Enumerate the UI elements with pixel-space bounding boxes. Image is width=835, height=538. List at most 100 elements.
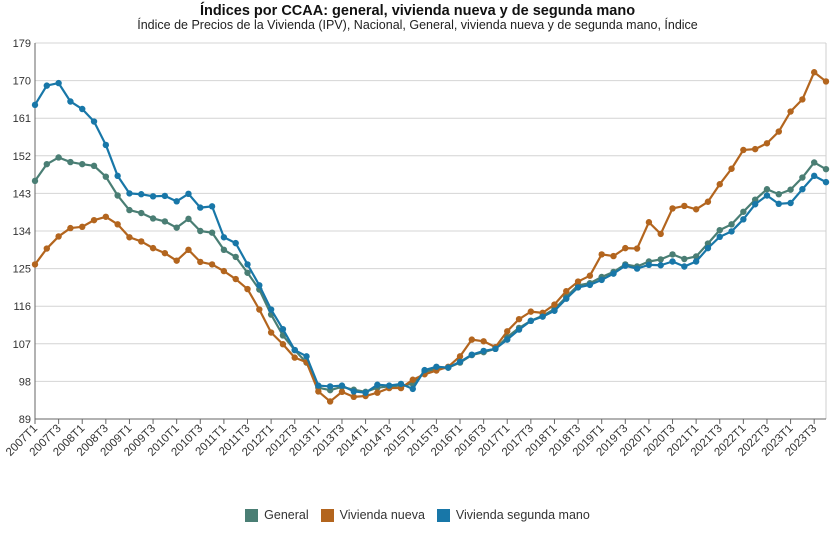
data-point — [681, 255, 688, 263]
data-point — [244, 285, 251, 293]
series-vivienda-segunda-mano — [31, 79, 830, 396]
data-point — [55, 233, 62, 240]
data-point — [326, 383, 334, 390]
data-point — [598, 276, 605, 284]
data-point — [114, 221, 121, 228]
data-point — [787, 108, 794, 115]
data-point — [149, 215, 157, 222]
data-point — [480, 338, 487, 345]
data-point — [161, 218, 169, 225]
data-point — [31, 261, 39, 268]
data-point — [409, 385, 416, 393]
data-point — [79, 223, 86, 231]
legend-item[interactable]: Vivienda segunda mano — [436, 508, 590, 522]
data-point — [657, 256, 664, 263]
data-point — [716, 226, 723, 234]
data-point — [385, 382, 393, 389]
data-point — [138, 191, 145, 198]
y-tick-label: 152 — [13, 151, 31, 163]
legend-item[interactable]: General — [245, 508, 309, 522]
data-point — [244, 261, 251, 268]
data-point — [563, 295, 570, 302]
data-point — [763, 186, 771, 193]
y-tick-label: 143 — [13, 188, 31, 200]
data-point — [291, 346, 298, 354]
data-point — [185, 246, 192, 253]
data-point — [728, 221, 735, 228]
data-point — [468, 336, 476, 343]
data-point — [31, 177, 39, 185]
grid-layer — [35, 42, 826, 420]
data-point — [740, 208, 747, 215]
data-point — [173, 257, 180, 264]
data-point — [704, 198, 712, 205]
y-tick-label: 125 — [13, 264, 31, 276]
data-point — [657, 230, 664, 238]
data-point — [256, 282, 263, 289]
y-tick-label: 98 — [19, 376, 31, 388]
data-point — [504, 328, 511, 335]
data-point — [43, 82, 51, 89]
data-point — [362, 389, 369, 396]
data-point — [397, 380, 405, 388]
legend-label: Vivienda segunda mano — [455, 508, 590, 522]
data-point — [279, 325, 287, 333]
data-point — [692, 258, 700, 265]
data-point — [267, 329, 275, 336]
data-point — [445, 364, 452, 371]
data-point — [810, 159, 818, 166]
data-point — [822, 178, 830, 186]
data-point — [751, 201, 759, 208]
data-point — [90, 216, 98, 224]
data-point — [515, 326, 523, 333]
data-point — [232, 239, 239, 247]
data-point — [468, 351, 476, 358]
data-point — [763, 140, 771, 147]
data-point — [586, 281, 594, 289]
data-point — [220, 267, 228, 275]
data-point — [551, 307, 558, 314]
legend-item[interactable]: Vivienda nueva — [320, 508, 425, 522]
data-point — [55, 154, 62, 161]
data-point — [173, 224, 180, 231]
data-point — [161, 249, 169, 257]
data-point — [622, 262, 629, 269]
data-point — [315, 382, 322, 389]
data-point — [633, 265, 641, 272]
data-point — [185, 190, 192, 198]
data-point — [822, 165, 830, 173]
data-point — [775, 128, 782, 135]
data-point — [740, 146, 747, 154]
data-point — [126, 206, 133, 214]
data-point — [681, 263, 688, 270]
data-point — [787, 199, 794, 207]
data-point — [197, 227, 204, 235]
data-point — [326, 398, 334, 405]
data-point — [799, 174, 806, 181]
legend-label: Vivienda nueva — [339, 508, 425, 522]
legend-swatch — [245, 508, 259, 522]
data-point — [161, 192, 169, 200]
data-point — [669, 205, 676, 212]
data-point — [67, 224, 74, 232]
y-tick-label: 116 — [13, 301, 31, 313]
data-point — [633, 245, 641, 252]
data-point — [256, 306, 263, 313]
data-point — [775, 200, 782, 208]
data-point — [138, 238, 145, 245]
chart-subtitle: Índice de Precios de la Vivienda (IPV), … — [137, 18, 698, 32]
series-general — [31, 154, 830, 396]
data-point — [810, 69, 818, 76]
data-point — [267, 306, 275, 313]
data-point — [504, 336, 511, 343]
data-point — [102, 141, 110, 149]
data-point — [90, 118, 98, 125]
series-line — [34, 156, 827, 393]
data-point — [291, 354, 298, 361]
data-point — [138, 209, 145, 217]
data-point — [173, 198, 180, 205]
data-point — [197, 204, 204, 211]
data-point — [610, 270, 617, 277]
data-point — [102, 173, 110, 180]
